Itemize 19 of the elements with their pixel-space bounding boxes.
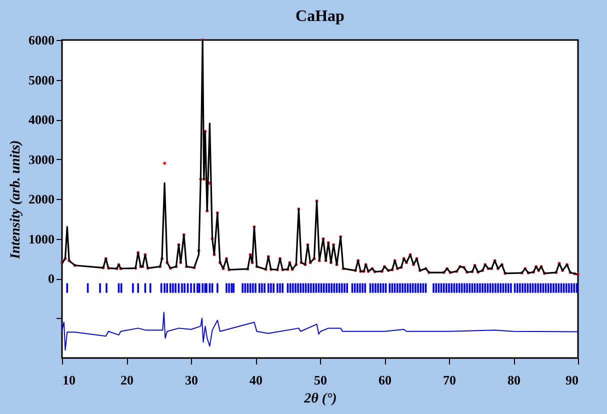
y-tick-label: 1000 bbox=[28, 231, 54, 246]
x-axis-title: 2θ (°) bbox=[303, 392, 337, 406]
x-tick-label: 60 bbox=[378, 372, 392, 388]
chart-title: CaHap bbox=[296, 8, 345, 25]
y-tick-label: 3000 bbox=[28, 152, 54, 167]
x-tick-label: 50 bbox=[314, 372, 327, 388]
y-tick-label: 2000 bbox=[28, 192, 54, 206]
x-tick-label: 10 bbox=[62, 372, 76, 388]
y-tick-label: 5000 bbox=[28, 72, 54, 88]
x-tick-label: 20 bbox=[120, 372, 134, 388]
y-tick-label: 4000 bbox=[28, 112, 54, 127]
x-tick-label: 30 bbox=[185, 372, 198, 388]
y-tick-label: 6000 bbox=[28, 32, 54, 48]
y-axis-title: Intensity (arb. units) bbox=[8, 140, 24, 260]
x-tick-label: 40 bbox=[250, 372, 262, 388]
x-tick-label: 80 bbox=[508, 372, 520, 388]
x-tick-label: 70 bbox=[443, 372, 456, 388]
y-tick-label: 0 bbox=[48, 271, 54, 286]
x-tick-label: 90 bbox=[566, 372, 578, 388]
